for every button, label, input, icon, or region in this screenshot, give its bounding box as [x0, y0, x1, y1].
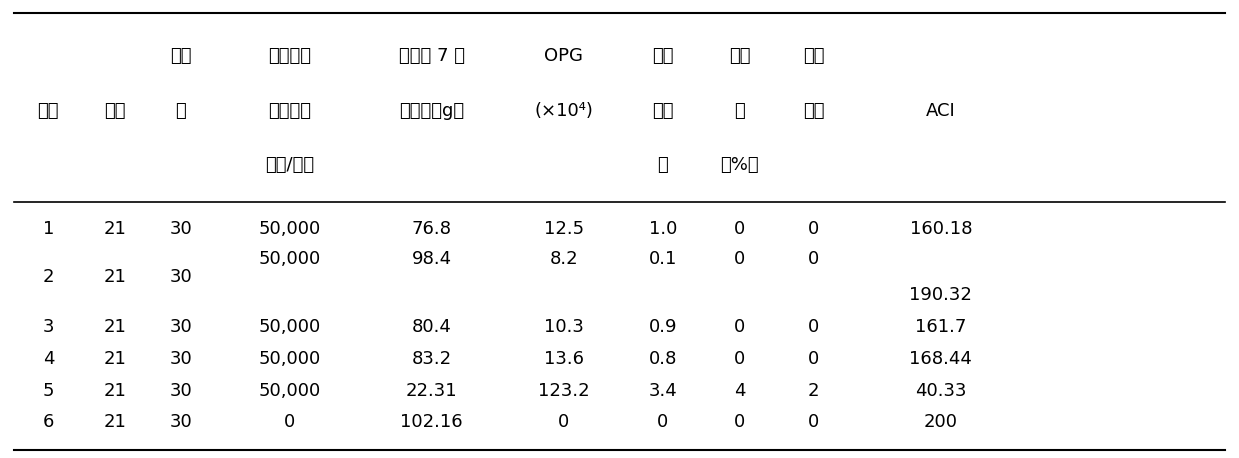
- Text: 4: 4: [733, 382, 745, 399]
- Text: 0: 0: [657, 414, 668, 431]
- Text: 1.0: 1.0: [648, 220, 676, 238]
- Text: 0: 0: [733, 250, 745, 267]
- Text: 0: 0: [808, 220, 819, 238]
- Text: 30: 30: [170, 350, 192, 368]
- Text: 21: 21: [104, 318, 126, 336]
- Text: 98.4: 98.4: [411, 250, 452, 267]
- Text: 168.44: 168.44: [909, 350, 973, 368]
- Text: 21: 21: [104, 268, 126, 286]
- Text: 21: 21: [104, 414, 126, 431]
- Text: 21: 21: [104, 220, 126, 238]
- Text: OPG: OPG: [544, 47, 584, 65]
- Text: ACI: ACI: [926, 102, 955, 120]
- Text: 50,000: 50,000: [258, 382, 321, 399]
- Text: 22.31: 22.31: [406, 382, 457, 399]
- Text: 1: 1: [42, 220, 55, 238]
- Text: 0: 0: [808, 414, 819, 431]
- Text: 50,000: 50,000: [258, 220, 321, 238]
- Text: 鸡只: 鸡只: [170, 47, 191, 65]
- Text: 组别: 组别: [37, 102, 59, 120]
- Text: 0: 0: [284, 414, 295, 431]
- Text: 3: 3: [42, 318, 55, 336]
- Text: 6: 6: [42, 414, 55, 431]
- Text: 13.6: 13.6: [544, 350, 584, 368]
- Text: （%）: （%）: [720, 156, 758, 174]
- Text: 感染剂量: 感染剂量: [268, 47, 311, 65]
- Text: 76.8: 76.8: [411, 220, 451, 238]
- Text: 190.32: 190.32: [909, 286, 973, 304]
- Text: 0: 0: [733, 318, 745, 336]
- Text: 160.18: 160.18: [909, 220, 973, 238]
- Text: (×10⁴): (×10⁴): [534, 102, 593, 120]
- Text: 死亡: 死亡: [729, 47, 750, 65]
- Text: 21: 21: [104, 350, 126, 368]
- Text: 盲肠: 盲肠: [652, 47, 674, 65]
- Text: 30: 30: [170, 220, 192, 238]
- Text: 30: 30: [170, 382, 192, 399]
- Text: 40.33: 40.33: [916, 382, 966, 399]
- Text: 0: 0: [733, 350, 745, 368]
- Text: 12.5: 12.5: [544, 220, 584, 238]
- Text: 记分: 记分: [803, 102, 824, 120]
- Text: 日龄: 日龄: [104, 102, 126, 120]
- Text: 粪便: 粪便: [803, 47, 824, 65]
- Text: 分: 分: [658, 156, 668, 174]
- Text: 3.4: 3.4: [648, 382, 678, 399]
- Text: （孢子化: （孢子化: [268, 102, 311, 120]
- Text: 21: 21: [104, 382, 126, 399]
- Text: 2: 2: [808, 382, 819, 399]
- Text: 102.16: 102.16: [400, 414, 463, 431]
- Text: 50,000: 50,000: [258, 318, 321, 336]
- Text: 4: 4: [42, 350, 55, 368]
- Text: 50,000: 50,000: [258, 350, 321, 368]
- Text: 数: 数: [175, 102, 186, 120]
- Text: 161.7: 161.7: [916, 318, 966, 336]
- Text: 的增重（g）: 的增重（g）: [399, 102, 465, 120]
- Text: 123.2: 123.2: [538, 382, 590, 399]
- Text: 0.1: 0.1: [648, 250, 676, 267]
- Text: 0: 0: [733, 220, 745, 238]
- Text: 30: 30: [170, 268, 192, 286]
- Text: 0: 0: [733, 414, 745, 431]
- Text: 0: 0: [808, 350, 819, 368]
- Text: 200: 200: [924, 414, 958, 431]
- Text: 2: 2: [42, 268, 55, 286]
- Text: 卵囊/只）: 卵囊/只）: [265, 156, 313, 174]
- Text: 病变: 病变: [652, 102, 674, 120]
- Text: 30: 30: [170, 318, 192, 336]
- Text: 50,000: 50,000: [258, 250, 321, 267]
- Text: 率: 率: [733, 102, 745, 120]
- Text: 30: 30: [170, 414, 192, 431]
- Text: 0.8: 0.8: [648, 350, 676, 368]
- Text: 80.4: 80.4: [411, 318, 451, 336]
- Text: 0: 0: [808, 318, 819, 336]
- Text: 感染后 7 天: 感染后 7 天: [399, 47, 465, 65]
- Text: 0: 0: [808, 250, 819, 267]
- Text: 10.3: 10.3: [544, 318, 584, 336]
- Text: 5: 5: [42, 382, 55, 399]
- Text: 0.9: 0.9: [648, 318, 676, 336]
- Text: 8.2: 8.2: [550, 250, 579, 267]
- Text: 83.2: 83.2: [411, 350, 452, 368]
- Text: 0: 0: [559, 414, 570, 431]
